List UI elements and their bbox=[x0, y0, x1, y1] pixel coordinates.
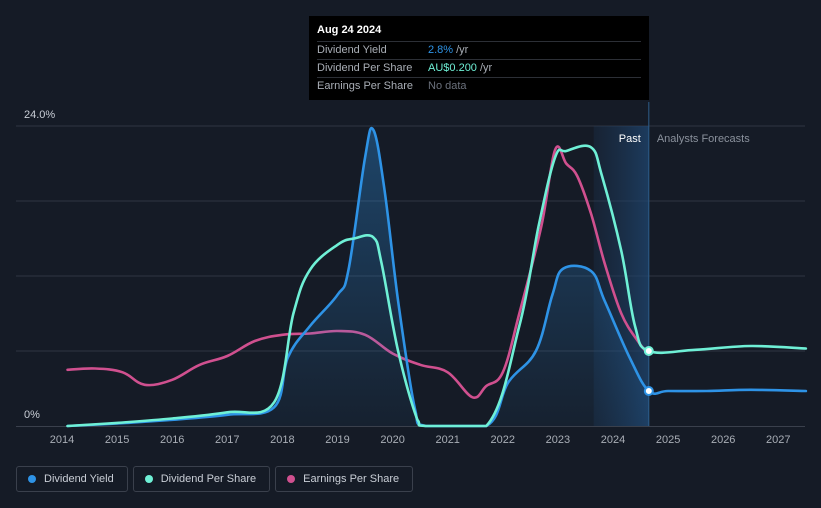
tooltip: Aug 24 2024 Dividend Yield 2.8% /yr Divi… bbox=[309, 16, 649, 100]
y-tick-label: 0% bbox=[24, 409, 40, 421]
x-tick-label: 2016 bbox=[160, 434, 184, 446]
series-line-dividend-yield bbox=[66, 126, 808, 428]
x-tick-label: 2019 bbox=[325, 434, 349, 446]
x-tick-label: 2017 bbox=[215, 434, 239, 446]
legend-dot-icon bbox=[28, 475, 36, 483]
past-label: Past bbox=[619, 133, 641, 145]
x-tick-label: 2014 bbox=[50, 434, 74, 446]
tooltip-date: Aug 24 2024 bbox=[317, 24, 382, 36]
tooltip-value: AU$0.200 bbox=[428, 62, 477, 74]
tooltip-value: No data bbox=[428, 80, 467, 92]
tooltip-unit: /yr bbox=[456, 44, 469, 56]
series-line-earnings-per-share bbox=[66, 145, 651, 399]
legend-item-dividend-per-share[interactable]: Dividend Per Share bbox=[132, 466, 271, 492]
tooltip-label: Dividend Per Share bbox=[317, 62, 413, 74]
tooltip-label: Earnings Per Share bbox=[317, 80, 413, 92]
x-tick-label: 2018 bbox=[270, 434, 294, 446]
point-marker-dividend-per-share bbox=[643, 346, 654, 356]
x-tick-label: 2020 bbox=[380, 434, 404, 446]
x-tick-label: 2027 bbox=[766, 434, 790, 446]
legend: Dividend Yield Dividend Per Share Earnin… bbox=[16, 466, 414, 492]
point-marker-dividend-yield bbox=[643, 386, 654, 396]
x-tick-label: 2026 bbox=[711, 434, 735, 446]
series-line-dividend-per-share bbox=[66, 144, 808, 428]
tooltip-row-dividend-yield: Dividend Yield 2.8% /yr bbox=[317, 41, 641, 59]
x-tick-label: 2025 bbox=[656, 434, 680, 446]
legend-label: Earnings Per Share bbox=[303, 473, 400, 485]
tooltip-row-dividend-per-share: Dividend Per Share AU$0.200 /yr bbox=[317, 59, 641, 77]
x-tick-label: 2015 bbox=[105, 434, 129, 446]
legend-dot-icon bbox=[144, 475, 153, 483]
tooltip-unit: /yr bbox=[479, 62, 493, 74]
tooltip-label: Dividend Yield bbox=[317, 44, 387, 56]
x-tick-label: 2024 bbox=[601, 434, 625, 446]
tooltip-value: 2.8% bbox=[428, 44, 454, 56]
forecast-label: Analysts Forecasts bbox=[657, 133, 750, 145]
x-tick-label: 2021 bbox=[435, 434, 459, 446]
x-tick-label: 2023 bbox=[546, 434, 570, 446]
legend-dot-icon bbox=[287, 475, 296, 483]
legend-item-earnings-per-share[interactable]: Earnings Per Share bbox=[275, 466, 414, 492]
series-area-dividend-yield bbox=[67, 128, 649, 426]
legend-item-dividend-yield[interactable]: Dividend Yield bbox=[16, 466, 128, 492]
legend-label: Dividend Yield bbox=[44, 473, 114, 485]
x-tick-label: 2022 bbox=[491, 434, 515, 446]
y-tick-label: 24.0% bbox=[24, 109, 55, 121]
legend-label: Dividend Per Share bbox=[160, 473, 257, 485]
tooltip-row-earnings-per-share: Earnings Per Share No data bbox=[317, 77, 641, 95]
